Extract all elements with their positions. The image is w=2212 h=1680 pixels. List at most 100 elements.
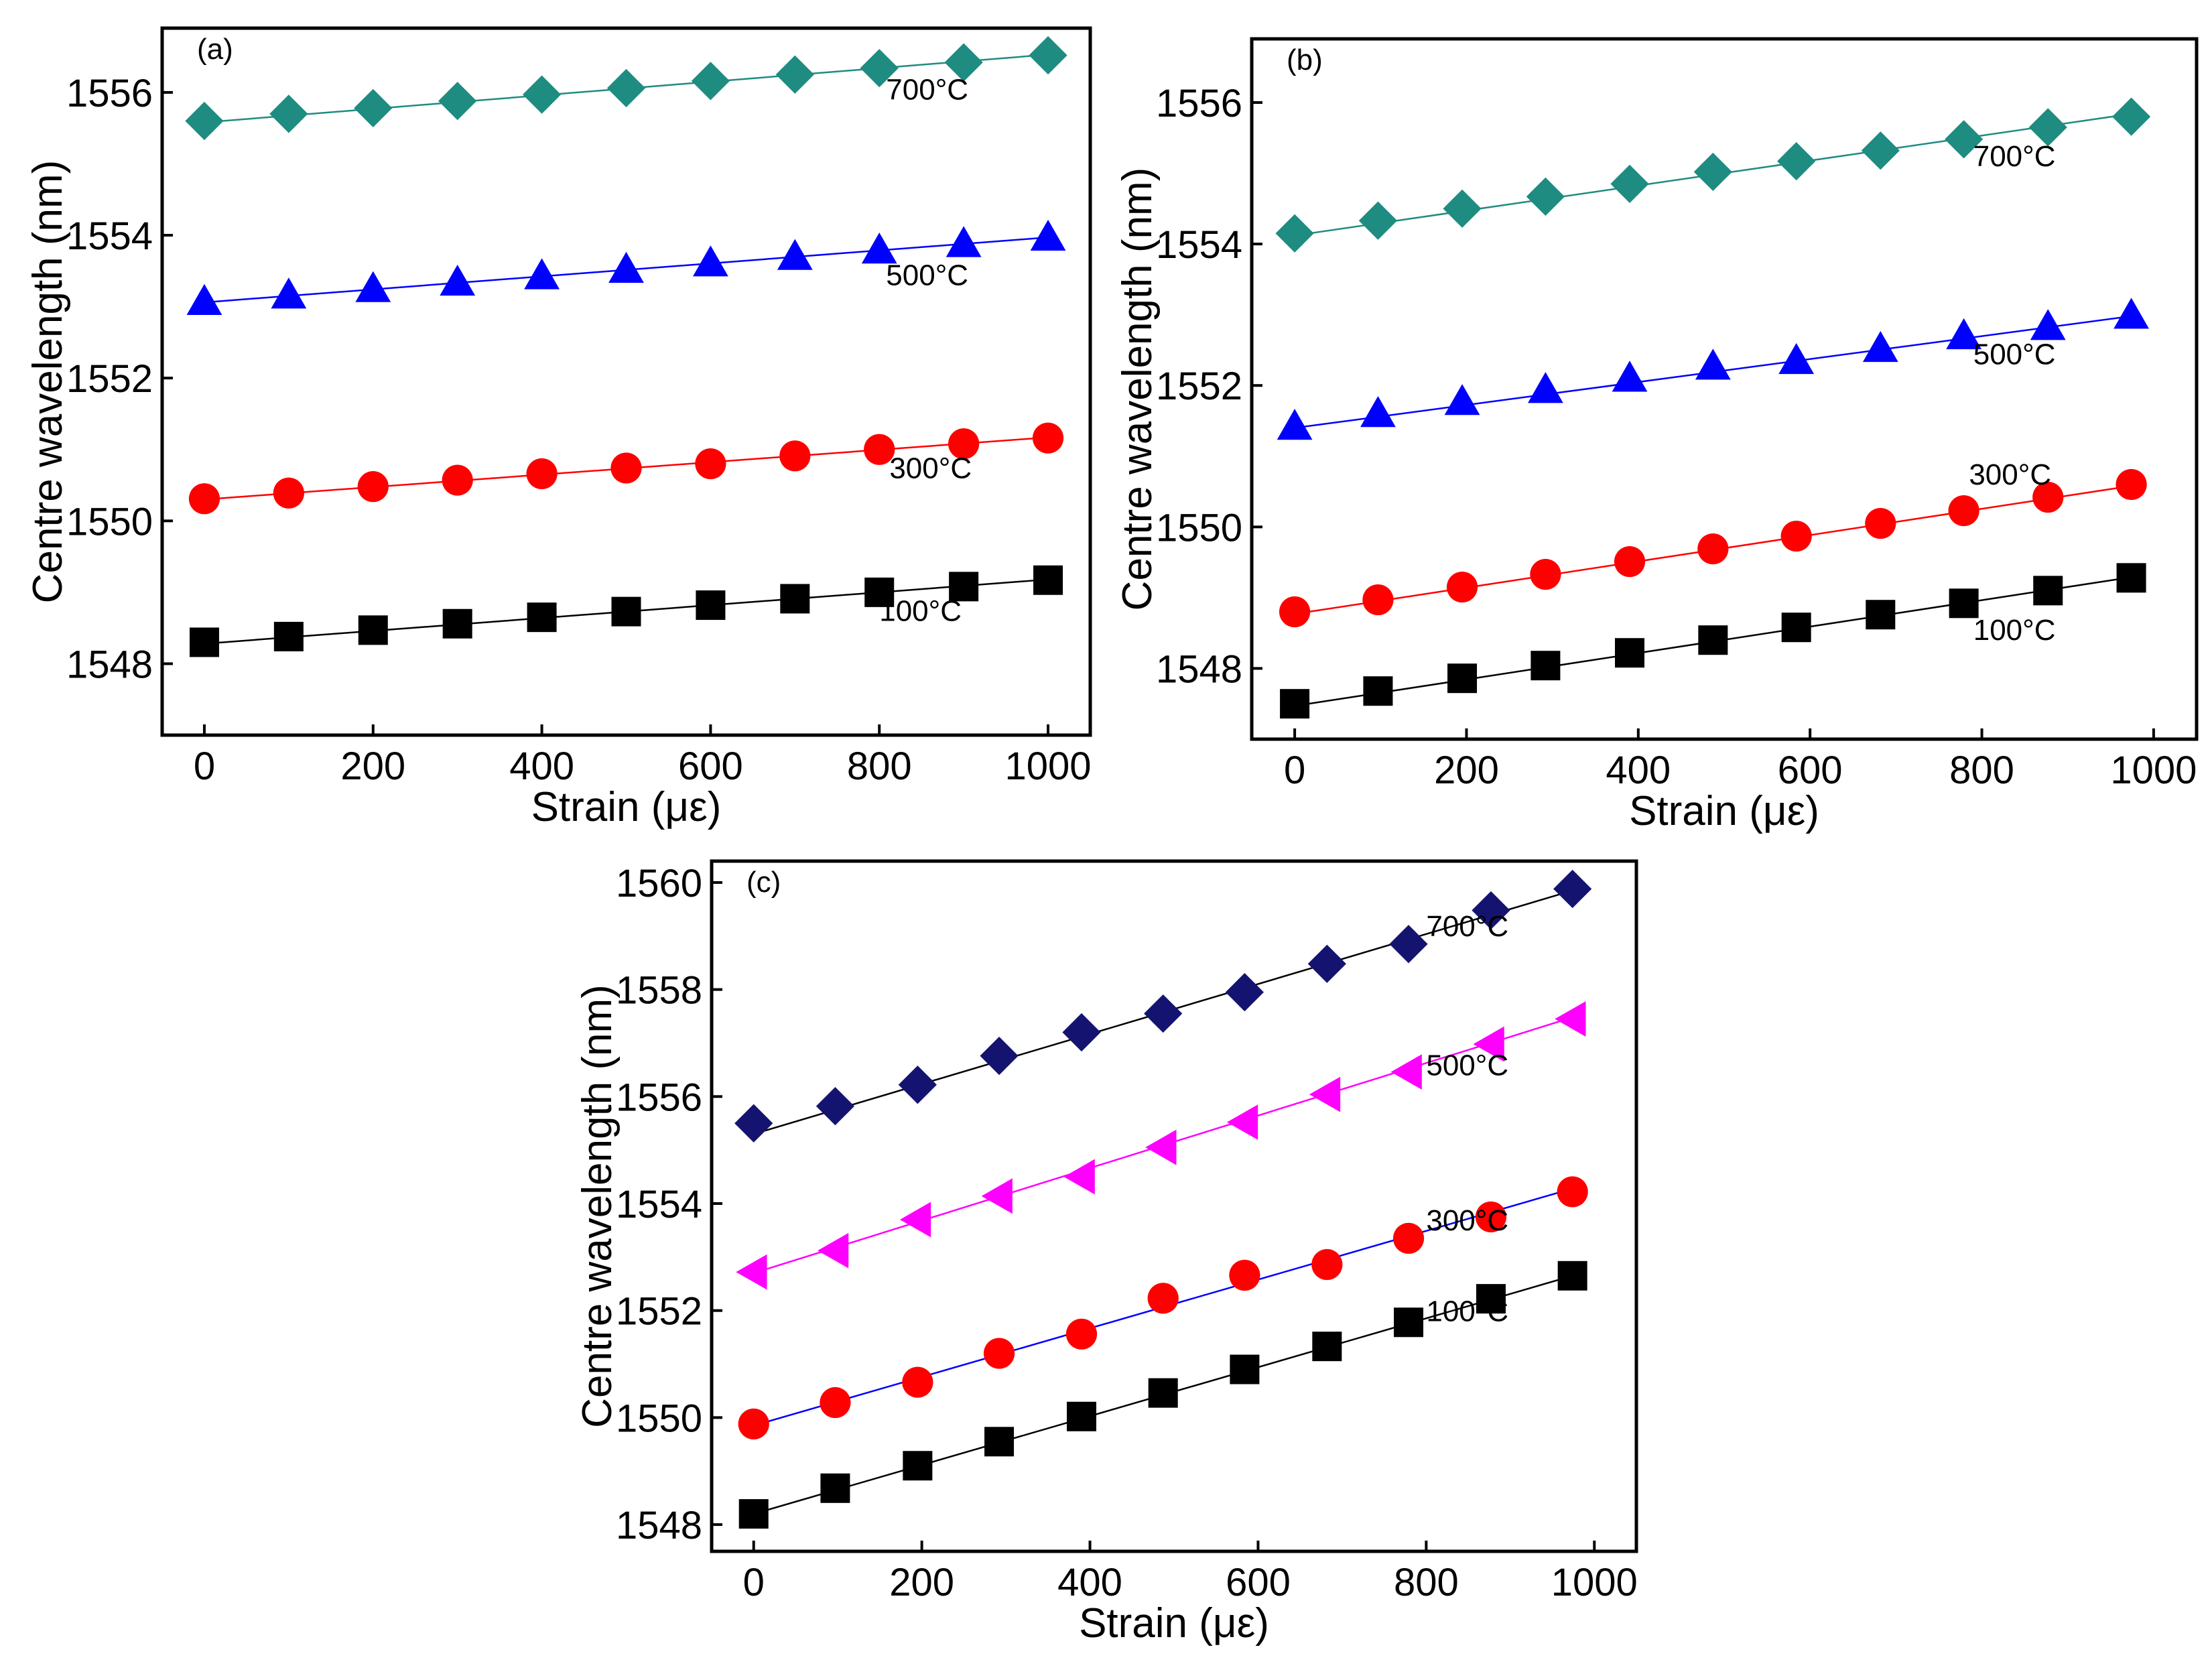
series-annotation: 500°C <box>1973 338 2056 371</box>
x-tick-label: 0 <box>743 1561 765 1604</box>
data-point <box>1229 1259 1260 1291</box>
y-tick-label: 1554 <box>616 1183 702 1226</box>
data-point <box>1392 1222 1425 1254</box>
data-point <box>606 68 646 108</box>
panel-label: (c) <box>746 866 781 899</box>
data-point <box>1557 1176 1588 1208</box>
data-point <box>189 627 219 657</box>
data-point <box>1311 1248 1343 1281</box>
y-tick-label: 1548 <box>66 643 153 686</box>
panel-c-chart: 0 200 400 600 800 1000 1548 1550 1552 1554 1556 155… <box>574 859 1638 1646</box>
y-tick-label: 1560 <box>616 862 702 905</box>
y-tick-label: 1552 <box>616 1290 702 1334</box>
y-tick-label: 1554 <box>66 214 153 258</box>
y-tick-label: 1550 <box>1156 506 1242 550</box>
data-point <box>1865 507 1896 539</box>
data-point <box>1697 533 1729 565</box>
series-annotation: 700°C <box>1426 910 1508 943</box>
data-point <box>1473 1026 1504 1062</box>
series-300C <box>738 1176 1588 1440</box>
data-point <box>1032 422 1064 454</box>
data-point <box>780 584 810 614</box>
data-point <box>1446 571 1478 603</box>
data-point <box>610 452 642 484</box>
data-point <box>1946 318 1982 350</box>
data-point <box>1309 1076 1341 1112</box>
data-point <box>1147 1283 1179 1314</box>
data-point <box>1612 361 1648 392</box>
series-100C <box>189 565 1063 657</box>
data-point <box>2028 108 2067 147</box>
panel-label: (b) <box>1287 44 1323 76</box>
data-point <box>1390 1054 1422 1090</box>
data-point <box>946 226 982 257</box>
data-point <box>2116 468 2147 501</box>
data-point <box>358 615 388 645</box>
data-point <box>899 1202 931 1238</box>
y-tick-label: 1552 <box>1156 365 1242 408</box>
series-annotation: 300°C <box>1426 1204 1508 1237</box>
data-point <box>864 434 895 465</box>
data-point <box>861 233 897 264</box>
series-annotation: 300°C <box>889 452 972 484</box>
y-tick-label: 1556 <box>66 72 153 115</box>
data-point <box>608 251 644 283</box>
plot-frame <box>1250 37 2199 741</box>
data-point <box>1444 384 1480 415</box>
data-point <box>1358 201 1398 240</box>
panel-a-chart: 0 200 400 600 800 1000 1548 1550 1552 1554 1556 Str… <box>25 26 1092 830</box>
data-point <box>1312 1332 1342 1362</box>
data-point <box>1443 189 1482 228</box>
data-point <box>1279 596 1311 628</box>
x-tick-label: 800 <box>1949 749 2014 792</box>
series-annotation: 100°C <box>879 594 962 627</box>
data-point <box>860 49 899 88</box>
data-point <box>1948 495 1979 527</box>
data-point <box>984 1427 1015 1457</box>
data-point <box>981 1178 1013 1214</box>
x-tick-label: 1000 <box>1005 745 1092 788</box>
data-point <box>1781 612 1811 643</box>
data-point <box>1557 1261 1587 1291</box>
data-point <box>1780 520 1812 552</box>
y-tick-label: 1548 <box>616 1504 702 1547</box>
data-point <box>1389 925 1428 964</box>
data-point <box>1475 1201 1507 1233</box>
series-300C <box>1279 468 2147 628</box>
data-point <box>1148 1378 1178 1408</box>
data-point <box>898 1065 937 1104</box>
data-point <box>779 440 811 472</box>
data-point <box>2111 97 2151 136</box>
data-point <box>1610 164 1649 203</box>
data-point <box>1777 142 1816 181</box>
data-point <box>524 258 560 289</box>
x-tick-label: 400 <box>1057 1561 1122 1604</box>
data-point <box>1067 1401 1096 1431</box>
data-point <box>186 283 222 315</box>
data-point <box>1062 1013 1101 1052</box>
data-point <box>1033 565 1063 595</box>
x-tick-label: 1000 <box>2110 749 2197 792</box>
data-point <box>1615 638 1644 668</box>
data-point <box>1945 120 1983 159</box>
data-point <box>1530 558 1561 590</box>
series-700C <box>185 36 1067 141</box>
series-700C <box>1275 97 2151 253</box>
series-annotation: 100°C <box>1973 614 2056 647</box>
data-point <box>983 1338 1015 1369</box>
data-point <box>527 602 557 633</box>
data-point <box>526 458 558 490</box>
data-point <box>2116 563 2146 593</box>
data-point <box>269 94 308 133</box>
data-point <box>188 483 220 515</box>
data-point <box>1394 1307 1424 1338</box>
data-point <box>1866 600 1896 630</box>
data-point <box>1693 152 1732 192</box>
data-point <box>864 577 895 607</box>
data-point <box>1698 625 1728 655</box>
x-tick-label: 200 <box>889 1561 954 1604</box>
data-point <box>1476 1284 1506 1314</box>
x-tick-label: 600 <box>678 745 743 788</box>
data-point <box>1360 396 1396 428</box>
data-point <box>1307 944 1346 983</box>
